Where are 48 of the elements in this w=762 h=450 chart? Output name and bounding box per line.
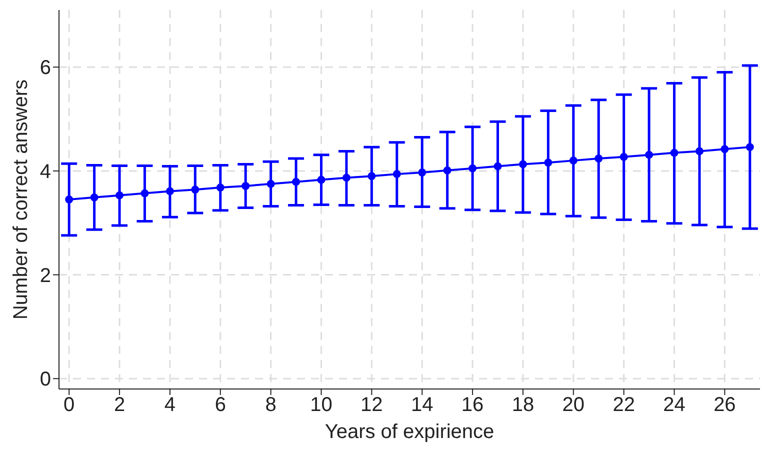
x-tick-label: 2	[114, 394, 126, 416]
point	[518, 160, 527, 168]
point	[695, 147, 704, 156]
x-tick-label: 24	[663, 394, 686, 416]
x-tick-label: 18	[512, 394, 534, 416]
x-tick-label: 0	[64, 394, 75, 416]
point	[468, 164, 477, 172]
point	[116, 191, 124, 200]
point	[392, 170, 401, 178]
point	[418, 168, 426, 177]
point	[166, 187, 174, 196]
y-tick-label: 6	[40, 57, 51, 80]
point	[191, 186, 200, 194]
x-tick-label: 26	[714, 394, 736, 416]
x-tick-label: 20	[562, 394, 585, 416]
x-tick-label: 10	[310, 394, 332, 416]
x-tick-label: 6	[214, 394, 226, 416]
point	[720, 145, 729, 154]
x-tick-label: 16	[461, 394, 484, 416]
point	[569, 156, 578, 165]
point	[65, 196, 74, 204]
point	[746, 143, 754, 152]
x-tick-label: 12	[360, 394, 383, 416]
point	[443, 166, 452, 174]
y-tick-label: 2	[40, 264, 51, 287]
x-tick-label: 14	[410, 394, 434, 416]
point	[544, 158, 552, 167]
point	[494, 162, 502, 170]
x-tick-label: 4	[164, 394, 176, 416]
point	[368, 172, 376, 180]
y-tick-label: 4	[40, 161, 51, 184]
point	[594, 154, 603, 162]
point	[140, 189, 149, 198]
x-axis-title: Years of expirience	[324, 421, 494, 443]
point	[216, 184, 224, 192]
point	[342, 174, 350, 182]
point	[292, 178, 300, 186]
x-tick-label: 22	[612, 394, 635, 416]
point	[645, 150, 654, 159]
point	[620, 152, 628, 161]
point	[670, 148, 678, 157]
y-axis-title: Number of correct answers	[10, 79, 32, 320]
point	[90, 193, 98, 202]
x-tick-label: 8	[265, 394, 276, 416]
point	[266, 180, 275, 188]
y-tick-label: 0	[40, 368, 51, 391]
point	[242, 182, 250, 190]
point	[317, 176, 326, 184]
